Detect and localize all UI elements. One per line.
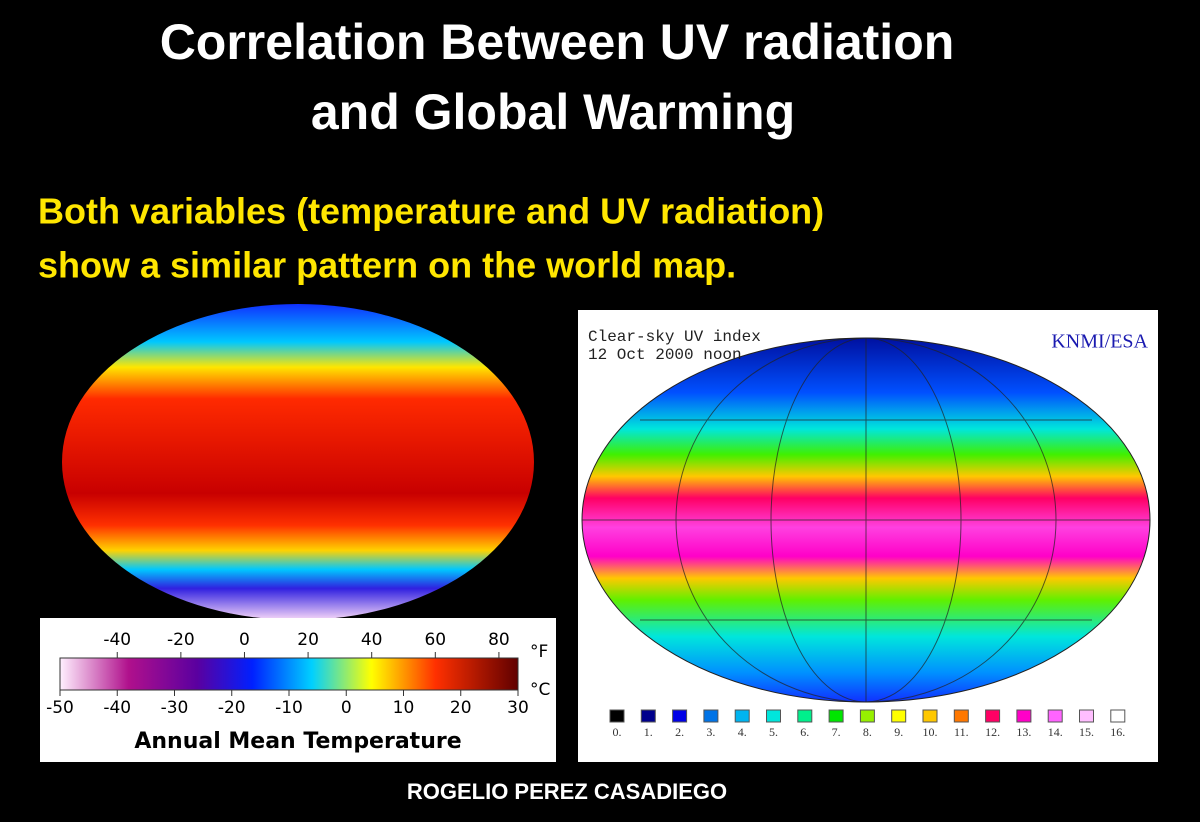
legend-label: 4. <box>738 725 747 739</box>
author: ROGELIO PEREZ CASADIEGO <box>407 779 727 804</box>
legend-label: 16. <box>1110 725 1125 739</box>
legend-swatch <box>891 709 907 723</box>
unit-label: °C <box>530 680 550 700</box>
celsius-tick: 30 <box>507 698 529 718</box>
legend-label: 15. <box>1079 725 1094 739</box>
fahrenheit-tick: 80 <box>488 630 510 650</box>
legend-swatch <box>985 709 1001 723</box>
legend-swatch <box>1079 709 1094 723</box>
legend-label: 7. <box>832 725 841 739</box>
legend-swatch <box>1016 709 1032 723</box>
celsius-tick: -10 <box>275 698 303 718</box>
celsius-tick: -30 <box>161 698 189 718</box>
celsius-tick: -40 <box>103 698 131 718</box>
legend-swatch <box>609 709 625 723</box>
celsius-tick: -20 <box>218 698 246 718</box>
subtitle-line: Both variables (temperature and UV radia… <box>38 191 824 232</box>
title-line: Correlation Between UV radiation <box>160 14 955 70</box>
legend-label: 8. <box>863 725 872 739</box>
legend-swatch <box>922 709 938 723</box>
legend-swatch <box>766 709 781 723</box>
legend-label: 9. <box>894 725 903 739</box>
fahrenheit-tick: -40 <box>103 630 131 650</box>
legend-label: 11. <box>954 725 969 739</box>
legend-swatch <box>1047 709 1063 723</box>
legend-swatch <box>703 709 719 723</box>
fahrenheit-tick: 0 <box>239 630 250 650</box>
legend-swatch <box>672 709 688 723</box>
uv-source: KNMI/ESA <box>1051 331 1148 353</box>
legend-label: 2. <box>675 725 684 739</box>
graticule <box>582 337 1150 703</box>
legend-label: 0. <box>613 725 622 739</box>
fahrenheit-tick: 60 <box>424 630 446 650</box>
unit-label: °F <box>530 642 548 662</box>
legend-swatch <box>734 709 750 723</box>
legend-label: 13. <box>1016 725 1031 739</box>
legend-swatch <box>859 709 875 723</box>
celsius-tick: 10 <box>393 698 415 718</box>
legend-label: 1. <box>644 725 653 739</box>
fahrenheit-tick: 40 <box>361 630 383 650</box>
uv-date: 12 Oct 2000 noon <box>588 346 742 364</box>
legend-swatch <box>640 709 656 723</box>
legend-swatch <box>828 709 844 723</box>
legend-label: 14. <box>1048 725 1063 739</box>
legend-label: 10. <box>923 725 938 739</box>
uv-title: Clear-sky UV index <box>588 328 761 346</box>
legend-label: 5. <box>769 725 778 739</box>
fahrenheit-tick: -20 <box>167 630 195 650</box>
fahrenheit-tick: 20 <box>297 630 319 650</box>
title-line: and Global Warming <box>311 84 795 140</box>
legend-swatch <box>953 709 969 723</box>
colorbar <box>59 657 519 691</box>
legend-label: 6. <box>800 725 809 739</box>
legend-swatch <box>797 709 813 723</box>
legend-swatch <box>1110 709 1126 723</box>
subtitle-line: show a similar pattern on the world map. <box>38 245 736 286</box>
temperature-map <box>62 304 534 620</box>
colorbar-caption: Annual Mean Temperature <box>134 729 461 754</box>
celsius-tick: 0 <box>341 698 352 718</box>
celsius-tick: 20 <box>450 698 472 718</box>
legend-label: 3. <box>706 725 715 739</box>
celsius-tick: -50 <box>46 698 74 718</box>
legend-label: 12. <box>985 725 1000 739</box>
